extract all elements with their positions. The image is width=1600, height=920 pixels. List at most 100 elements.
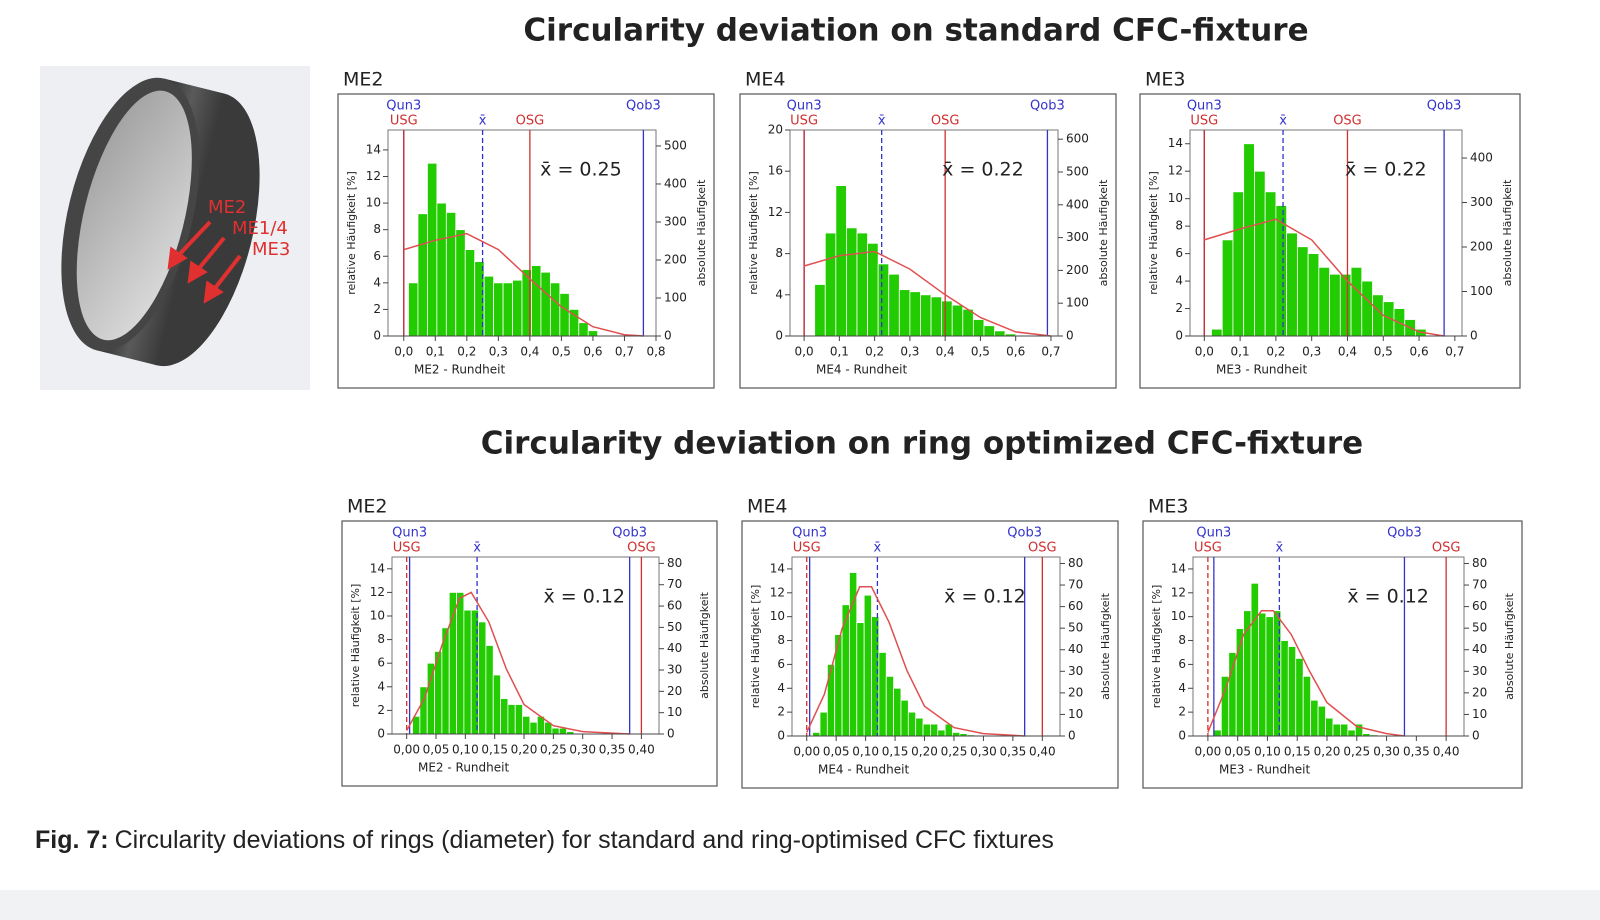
y-tick-label: 12: [1171, 585, 1186, 599]
chart-title: ME2: [343, 69, 384, 91]
bar: [1254, 170, 1266, 337]
y-tick-label: 12: [370, 585, 385, 599]
y2-tick-label: 300: [664, 214, 687, 228]
bar: [962, 308, 974, 337]
y2-tick-label: 400: [664, 176, 687, 190]
bar: [972, 319, 985, 337]
y2-tick-label: 200: [1470, 240, 1493, 254]
y2-tick-label: 0: [667, 727, 675, 741]
y2-axis-label: absolute Häufigkeit: [1099, 592, 1112, 699]
x-tick-label: 0,4: [1338, 345, 1357, 359]
footer-band: [0, 890, 1600, 920]
reference-label: Qob3: [1007, 526, 1042, 541]
y2-tick-label: 50: [667, 620, 682, 634]
bar: [814, 284, 826, 337]
bar: [514, 704, 523, 735]
caption: Fig. 7: Circularity deviations of rings (…: [35, 826, 1054, 854]
x-tick-label: 0,0: [795, 345, 814, 359]
y2-tick-label: 500: [664, 138, 687, 152]
reference-label: USG: [793, 541, 821, 556]
y2-axis-label: absolute Häufigkeit: [1501, 179, 1514, 286]
x-tick-label: 0,2: [865, 345, 884, 359]
x-tick-label: 0,25: [941, 745, 968, 759]
chart-title: ME3: [1148, 496, 1189, 518]
bar: [1258, 612, 1267, 737]
y2-tick-label: 0: [664, 329, 672, 343]
y2-tick-label: 10: [667, 705, 682, 719]
y2-tick-label: 10: [1472, 707, 1487, 721]
reference-label: OSG: [1432, 541, 1461, 556]
bar: [427, 162, 438, 337]
image-label: ME2: [208, 197, 246, 218]
reference-label: Qob3: [612, 526, 647, 541]
y-tick-label: 4: [1178, 681, 1186, 695]
y-tick-label: 8: [1178, 633, 1186, 647]
y2-tick-label: 0: [1470, 329, 1478, 343]
reference-label: Qun3: [1196, 526, 1231, 541]
bar: [417, 213, 428, 337]
bar: [941, 300, 953, 337]
y2-tick-label: 60: [667, 599, 682, 613]
x-tick-label: 0,3: [489, 345, 508, 359]
x-tick-label: 0,25: [540, 743, 567, 757]
bar: [1307, 253, 1320, 337]
y2-tick-label: 100: [664, 290, 687, 304]
reference-label: OSG: [1028, 541, 1057, 556]
caption-label: Fig. 7:: [35, 826, 109, 854]
panel-frame: [341, 520, 718, 787]
x-tick-label: 0,6: [1006, 345, 1025, 359]
panel-frame: [741, 520, 1119, 789]
x-tick-label: 0,05: [1224, 745, 1251, 759]
x-tick-label: 0,3: [1302, 345, 1321, 359]
x-axis-label: ME4 - Rundheit: [816, 363, 907, 377]
y-tick-label: 0: [377, 727, 385, 741]
y2-tick-label: 100: [1066, 296, 1089, 310]
bar: [455, 229, 466, 337]
x-tick-label: 0,2: [1266, 345, 1285, 359]
bar: [1302, 675, 1312, 737]
mean-annotation: x̄ = 0.22: [942, 159, 1024, 181]
reference-label: USG: [1190, 114, 1218, 129]
reference-label: USG: [1194, 541, 1222, 556]
x-tick-label: 0,30: [1373, 745, 1400, 759]
y-axis-label: relative Häufigkeit [%]: [345, 171, 358, 295]
bar: [522, 715, 531, 735]
bar: [1228, 652, 1237, 737]
bar: [930, 296, 943, 337]
x-tick-label: 0,8: [646, 345, 665, 359]
y-tick-label: 6: [377, 656, 385, 670]
y-tick-label: 4: [377, 679, 385, 693]
y-tick-label: 4: [775, 287, 783, 301]
y2-tick-label: 80: [667, 556, 682, 570]
y-tick-label: 14: [366, 142, 381, 156]
bar: [1211, 328, 1223, 337]
y-tick-label: 14: [770, 561, 785, 575]
y-tick-label: 2: [377, 703, 385, 717]
x-tick-label: 0,1: [1231, 345, 1250, 359]
x-tick-label: 0,35: [1403, 745, 1430, 759]
y-tick-label: 12: [768, 205, 783, 219]
bar: [436, 202, 447, 337]
y2-tick-label: 80: [1068, 556, 1083, 570]
y-tick-label: 12: [1168, 164, 1183, 178]
image-label: ME3: [252, 239, 290, 260]
panel-frame: [1139, 93, 1521, 389]
bar: [907, 711, 917, 737]
fit-curve: [806, 586, 1025, 737]
bar: [485, 645, 494, 735]
y-tick-label: 14: [1171, 561, 1186, 575]
x-tick-label: 0,10: [452, 743, 479, 757]
bar: [898, 289, 911, 337]
y2-tick-label: 100: [1470, 284, 1493, 298]
bar: [915, 717, 924, 737]
panel-frame: [337, 93, 715, 389]
bar: [551, 727, 560, 735]
bar: [493, 282, 504, 337]
bar: [463, 609, 472, 735]
y-tick-label: 10: [1168, 191, 1183, 205]
bar: [426, 662, 435, 735]
bar: [445, 212, 457, 337]
fit-curve: [406, 591, 630, 735]
